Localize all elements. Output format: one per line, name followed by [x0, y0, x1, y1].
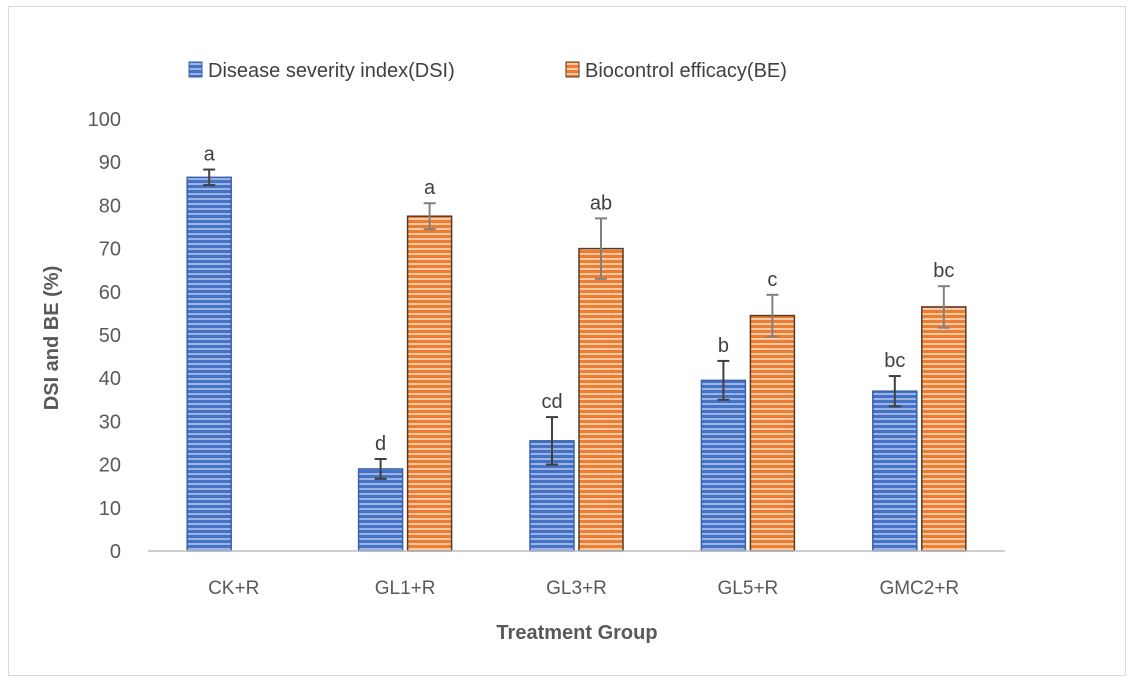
significance-letter: d — [375, 433, 386, 455]
significance-letter: ab — [590, 192, 612, 214]
y-tick-label: 0 — [110, 541, 121, 563]
y-tick-label: 40 — [99, 368, 121, 390]
error-bar — [766, 293, 779, 338]
error-bar — [717, 359, 730, 401]
y-tick-label: 80 — [99, 195, 121, 217]
x-tick-label: GL3+R — [546, 578, 607, 599]
x-tick-label: GL5+R — [718, 578, 779, 599]
y-tick-label: 70 — [99, 239, 121, 261]
significance-letter: a — [424, 177, 436, 199]
significance-letter: b — [718, 335, 729, 357]
bar-dsi — [700, 379, 747, 552]
error-bar — [423, 202, 436, 231]
y-tick-label: 90 — [99, 152, 121, 174]
significance-letter: c — [767, 269, 777, 291]
error-bar — [595, 217, 607, 280]
legend-swatch-be — [565, 61, 580, 78]
error-bar — [937, 285, 950, 329]
legend-swatch-dsi — [188, 61, 203, 78]
error-bar — [203, 168, 216, 187]
y-tick-label: 60 — [99, 282, 121, 304]
bar-be — [578, 247, 624, 552]
x-tick-label: CK+R — [208, 578, 259, 599]
x-tick-label: GMC2+R — [879, 578, 959, 599]
significance-letter: cd — [541, 391, 562, 413]
legend: Disease severity index(DSI) Biocontrol ef… — [188, 60, 787, 82]
legend-label-dsi: Disease severity index(DSI) — [208, 60, 455, 82]
y-axis: 0 10 20 30 40 50 60 70 80 90 100 — [88, 109, 121, 563]
bar-be — [406, 215, 453, 552]
error-bar — [374, 457, 387, 480]
error-bar — [888, 375, 901, 408]
x-axis-title: Treatment Group — [496, 622, 657, 644]
significance-letter: a — [204, 144, 216, 166]
bar-dsi — [872, 390, 918, 552]
y-axis-title: DSI and BE (%) — [41, 266, 63, 410]
y-tick-label: 100 — [88, 109, 121, 131]
bar-dsi — [357, 468, 404, 552]
error-bar — [546, 416, 558, 466]
bar-dsi — [186, 176, 232, 552]
y-tick-label: 10 — [99, 498, 121, 520]
significance-letter: bc — [933, 260, 954, 282]
x-axis: CK+R GL1+R GL3+R GL5+R GMC2+R — [148, 550, 1005, 599]
bar-be — [921, 306, 967, 552]
significance-letter: bc — [884, 350, 905, 372]
x-tick-label: GL1+R — [375, 578, 436, 599]
y-tick-label: 20 — [99, 455, 121, 477]
legend-label-be: Biocontrol efficacy(BE) — [585, 60, 787, 82]
bar-be — [749, 314, 796, 552]
y-tick-label: 30 — [99, 411, 121, 433]
y-tick-label: 50 — [99, 325, 121, 347]
